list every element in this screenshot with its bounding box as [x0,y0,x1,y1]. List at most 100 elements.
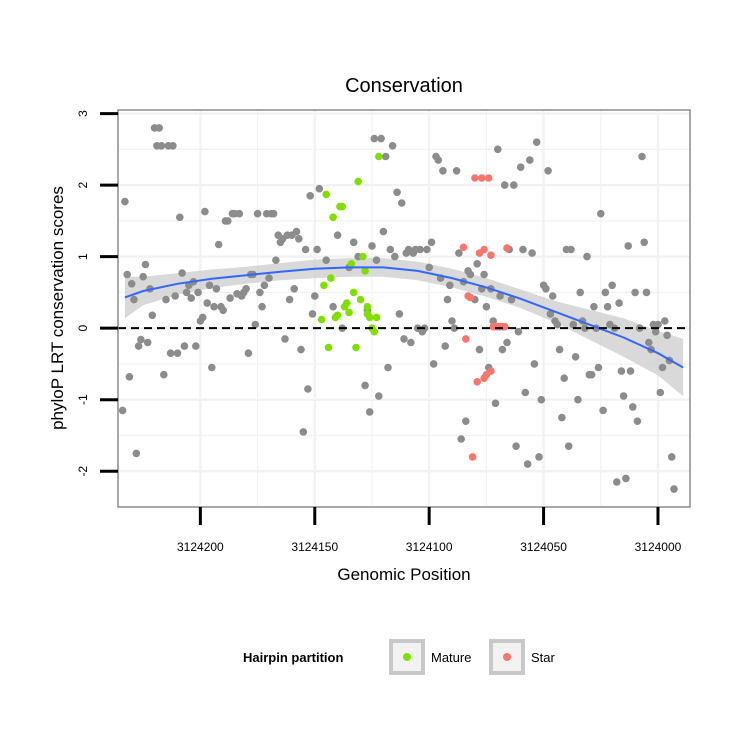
x-tick-label: 3124050 [520,540,567,554]
point-mature [338,202,347,211]
point-other [455,249,463,257]
point-star [473,378,482,386]
point-other [251,320,260,329]
point-other [201,207,209,216]
point-other [429,360,438,368]
point-other [393,188,401,197]
point-other [624,242,632,250]
point-other [169,142,177,150]
point-star [468,453,477,461]
point-other [118,406,127,415]
point-other [619,392,628,400]
y-axis: -2 -1 0 1 2 3 [76,110,118,477]
point-star [466,293,475,302]
point-other [381,152,390,161]
point-other [205,281,214,290]
point-other [475,345,484,354]
point-other [372,256,381,265]
point-mature [343,299,351,307]
point-other [308,310,317,318]
point-other [157,142,166,150]
smooth-trend-line [124,266,684,369]
point-mature [361,267,369,275]
point-other [670,485,678,493]
point-other [127,280,136,288]
point-other [400,335,408,343]
point-other [569,320,578,329]
point-other [148,311,157,320]
point-other [599,406,607,415]
point-other [224,217,232,225]
point-star [503,244,511,252]
point-other [613,478,621,486]
point-other [597,209,605,218]
point-other [377,134,385,143]
point-star [487,367,495,375]
point-other [427,238,436,247]
point-other [253,209,262,218]
point-other [198,313,207,322]
point-other [446,281,454,290]
point-other [594,363,603,372]
point-other [143,338,152,347]
point-mature [372,313,381,322]
point-mature [375,152,383,161]
point-other [658,363,667,372]
point-other [567,245,575,254]
point-other [194,288,202,297]
point-other [235,209,244,218]
x-tick-label: 3124200 [177,540,224,554]
point-other [583,252,591,261]
point-other [301,245,310,254]
point-other [574,395,582,404]
point-other [333,231,342,239]
y-tick-label: 2 [76,181,90,188]
point-other [638,152,646,161]
point-other [166,349,175,358]
y-tick-label: 3 [76,110,90,117]
point-mature [324,343,333,352]
point-other [526,156,534,164]
point-other [590,302,598,311]
point-mature [356,295,365,304]
point-mature [370,327,379,336]
point-other [558,413,566,422]
point-other [544,167,552,175]
point-other [452,167,461,175]
x-axis: 3124200 3124150 3124100 3124050 3124000 [177,507,682,554]
point-other [244,349,253,358]
point-other [629,403,637,411]
point-other [260,281,269,290]
point-other [617,367,626,375]
point-other [313,245,321,254]
x-tick-label: 3124150 [291,540,338,554]
point-other [182,288,191,297]
point-other [633,417,642,426]
point-other [379,227,388,236]
point-other [395,310,404,318]
point-other [173,349,182,358]
point-other [125,373,134,381]
point-star [459,243,468,252]
point-other [651,327,660,336]
plot-background [118,110,690,507]
point-other [537,395,546,404]
point-other [494,145,502,154]
point-star [480,245,488,254]
point-other [615,299,623,307]
point-other [208,363,216,372]
point-other [304,385,312,393]
point-other [603,302,612,311]
point-other [178,269,186,277]
point-other [407,338,415,347]
point-other [622,474,630,483]
legend-label-mature: Mature [431,650,471,665]
legend-label-star: Star [531,650,556,665]
point-other [521,388,530,397]
point-other [290,285,299,293]
point-other [667,453,676,461]
point-other [416,245,424,254]
point-other [530,360,539,368]
point-other [386,245,395,254]
point-other [503,338,511,347]
